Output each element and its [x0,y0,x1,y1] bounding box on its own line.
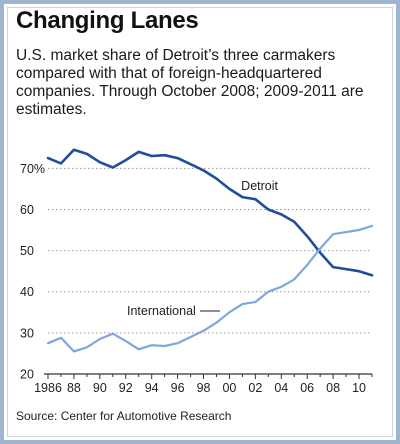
x-tick-label: 10 [352,381,366,395]
series-layer [46,148,374,353]
x-tick-label: 94 [145,381,159,395]
grid-layer [48,167,372,334]
annotation-international: International [127,304,196,318]
y-tick-label: 50 [20,244,34,258]
x-tick-label: 04 [274,381,288,395]
source-note: Source: Center for Automotive Research [16,409,232,423]
y-tick-label: 60 [20,203,34,217]
y-tick-label: 20 [20,368,34,382]
x-tick-label: 1986 [34,381,62,395]
x-tick-label: 96 [171,381,185,395]
x-tick-label: 06 [300,381,314,395]
annotation-layer: Detroit International [127,179,279,318]
chart-title: Changing Lanes [16,7,199,34]
x-tick-label: 02 [248,381,262,395]
chart-subtitle: U.S. market share of Detroit’s three car… [16,47,364,118]
y-tick-label: 30 [20,326,34,340]
chart-inner-border [7,7,393,437]
y-tick-label: 40 [20,285,34,299]
series-line-international [46,224,374,353]
x-tick-label: 88 [67,381,81,395]
annotation-detroit: Detroit [241,179,278,193]
x-tick-label: 98 [197,381,211,395]
x-tick-label: 92 [119,381,133,395]
x-tick-label: 90 [93,381,107,395]
y-tick-label: 70% [20,162,45,176]
x-tick-label: 00 [222,381,236,395]
x-tick-label: 08 [326,381,340,395]
